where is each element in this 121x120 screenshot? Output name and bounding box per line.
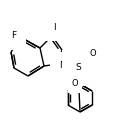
Text: I: I <box>53 23 55 31</box>
Text: S: S <box>75 63 81 72</box>
Text: O: O <box>72 79 78 89</box>
Text: N: N <box>59 61 65 71</box>
Text: F: F <box>11 31 17 41</box>
Text: O: O <box>90 48 96 57</box>
